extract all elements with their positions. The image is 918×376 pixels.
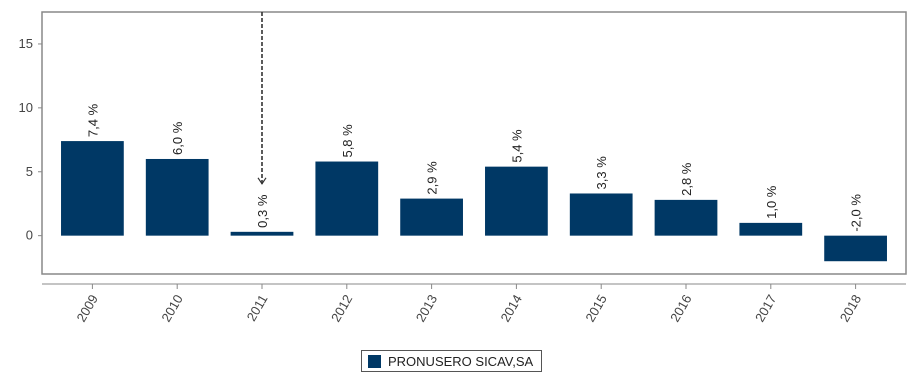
bar-2012	[315, 161, 379, 236]
x-tick-label: 2009	[74, 292, 101, 325]
x-axis: 2009 2010 2011 2012 2013 2014 2015 2016 2017 2018	[42, 283, 906, 325]
x-tick-label: 2018	[837, 292, 864, 325]
x-tick-label: 2015	[582, 292, 609, 325]
bar-2015	[569, 193, 633, 236]
y-axis: 0 5 10 15	[19, 36, 42, 243]
legend-swatch	[368, 354, 381, 368]
data-label-2018: -2,0 %	[849, 194, 864, 232]
x-tick-label: 2011	[244, 292, 271, 324]
bar-2017	[739, 222, 803, 236]
data-label-2010: 6,0 %	[170, 121, 185, 155]
x-tick-label: 2016	[667, 292, 694, 325]
bar-2013	[400, 198, 463, 236]
bars	[61, 141, 887, 262]
data-label-2016: 2,8 %	[679, 162, 694, 196]
data-label-2014: 5,4 %	[509, 129, 524, 163]
data-label-2017: 1,0 %	[764, 185, 779, 219]
data-label-2009: 7,4 %	[85, 103, 100, 137]
bar-2009	[61, 141, 124, 236]
x-tick-label: 2013	[413, 292, 440, 325]
marker-arrow	[257, 177, 267, 185]
data-label-2015: 3,3 %	[594, 156, 609, 190]
x-tick-label: 2017	[752, 292, 779, 325]
legend: PRONUSERO SICAV,SA	[361, 350, 543, 372]
y-tick-label: 10	[19, 100, 33, 115]
y-tick-label: 0	[26, 228, 33, 243]
x-tick-label: 2014	[498, 292, 525, 325]
data-label-2013: 2,9 %	[425, 161, 440, 195]
bar-2014	[485, 166, 548, 236]
x-tick-label: 2012	[328, 292, 355, 325]
legend-label: PRONUSERO SICAV,SA	[388, 353, 534, 369]
y-tick-label: 15	[19, 36, 33, 51]
data-label-2012: 5,8 %	[340, 124, 355, 158]
bar-2010	[145, 158, 209, 236]
bar-2018	[824, 235, 887, 262]
x-tick-label: 2010	[158, 292, 185, 325]
y-tick-label: 5	[26, 164, 33, 179]
marker-line	[257, 12, 267, 185]
bar-2016	[654, 199, 718, 236]
data-label-2011: 0,3 %	[255, 194, 270, 228]
plot-frame	[41, 11, 907, 275]
bar-2011	[230, 231, 294, 236]
data-labels: 7,4 % 6,0 % 0,3 % 5,8 % 2,9 % 5,4 % 3,3 % 2,8 %…	[85, 103, 863, 231]
